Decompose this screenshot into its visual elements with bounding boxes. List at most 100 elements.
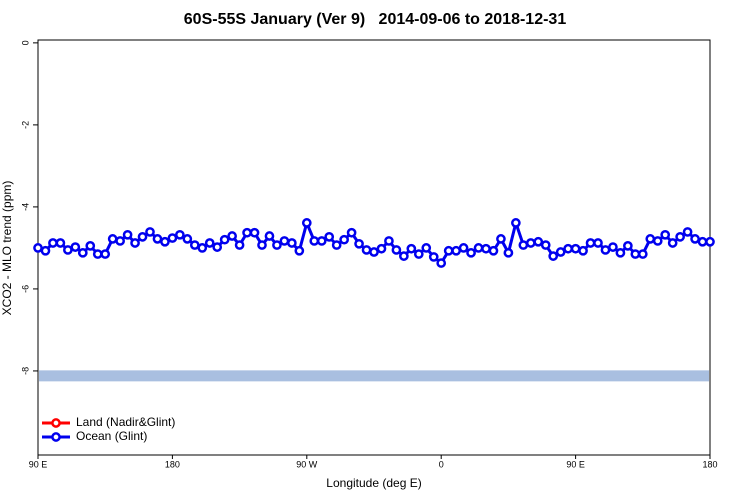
point bbox=[227, 231, 237, 241]
point bbox=[645, 234, 656, 244]
point bbox=[92, 249, 103, 259]
point bbox=[436, 258, 447, 268]
point bbox=[399, 251, 409, 261]
point bbox=[585, 238, 596, 248]
point bbox=[137, 231, 148, 242]
point bbox=[369, 247, 379, 257]
y-tick-label: 0 bbox=[20, 40, 30, 45]
point bbox=[107, 234, 118, 244]
point bbox=[160, 236, 170, 247]
legend-label: Land (Nadir&Glint) bbox=[76, 415, 175, 429]
point bbox=[55, 238, 66, 248]
point bbox=[249, 227, 260, 238]
point bbox=[63, 245, 73, 255]
point bbox=[421, 243, 432, 253]
point bbox=[175, 229, 185, 240]
y-tick-label: -6 bbox=[20, 285, 30, 293]
y-axis-label: XCO2 - MLO trend (ppm) bbox=[0, 181, 14, 316]
point bbox=[48, 238, 58, 248]
point bbox=[406, 243, 417, 254]
point bbox=[637, 249, 648, 259]
point bbox=[466, 247, 476, 258]
x-tick-label: 0 bbox=[439, 459, 444, 469]
point bbox=[85, 241, 96, 251]
point bbox=[287, 238, 297, 248]
point bbox=[316, 236, 327, 246]
point bbox=[324, 231, 335, 242]
point bbox=[234, 240, 245, 250]
point bbox=[115, 236, 125, 246]
x-tick-label: 90 E bbox=[566, 459, 585, 469]
point bbox=[376, 243, 387, 254]
point bbox=[667, 238, 678, 248]
point bbox=[346, 227, 357, 238]
point bbox=[242, 227, 252, 238]
point bbox=[189, 240, 200, 250]
point bbox=[100, 249, 111, 259]
point bbox=[70, 242, 81, 252]
x-tick-label: 180 bbox=[702, 459, 717, 469]
point bbox=[339, 234, 349, 245]
x-axis-label: Longitude (deg E) bbox=[326, 476, 421, 490]
point bbox=[167, 233, 178, 243]
point bbox=[473, 243, 484, 253]
point bbox=[204, 238, 215, 248]
point bbox=[219, 234, 230, 245]
point bbox=[548, 251, 559, 261]
point bbox=[503, 247, 514, 258]
point bbox=[279, 236, 290, 246]
point bbox=[413, 249, 424, 259]
point bbox=[652, 236, 663, 246]
reference-band bbox=[39, 370, 709, 382]
point bbox=[481, 243, 491, 254]
point bbox=[570, 243, 581, 254]
point bbox=[272, 240, 282, 250]
point bbox=[578, 245, 588, 256]
point bbox=[697, 236, 708, 247]
point bbox=[563, 243, 573, 254]
point bbox=[122, 229, 133, 240]
point bbox=[197, 243, 208, 253]
point bbox=[257, 240, 267, 250]
point bbox=[623, 241, 633, 251]
point bbox=[682, 227, 693, 237]
point bbox=[593, 238, 603, 248]
point bbox=[496, 234, 506, 244]
point bbox=[182, 234, 193, 244]
legend-marker bbox=[51, 418, 61, 428]
point bbox=[354, 238, 364, 249]
chart-title: 60S-55S January (Ver 9) 2014-09-06 to 20… bbox=[184, 11, 567, 28]
x-tick-label: 180 bbox=[165, 459, 180, 469]
legend-marker bbox=[51, 432, 61, 442]
point bbox=[555, 247, 566, 257]
point bbox=[40, 245, 51, 256]
point bbox=[77, 247, 88, 258]
point bbox=[130, 238, 140, 248]
point bbox=[309, 236, 320, 246]
point bbox=[152, 234, 163, 244]
point bbox=[33, 243, 43, 253]
x-tick-label: 90 W bbox=[296, 459, 318, 469]
legend-label: Ocean (Glint) bbox=[76, 429, 147, 443]
point bbox=[540, 240, 551, 250]
point bbox=[488, 245, 499, 256]
point bbox=[660, 229, 671, 240]
y-tick-label: -4 bbox=[20, 203, 30, 211]
point bbox=[458, 243, 469, 253]
point bbox=[600, 245, 611, 255]
point bbox=[145, 227, 155, 237]
point bbox=[391, 245, 402, 255]
point bbox=[533, 236, 544, 247]
point bbox=[331, 240, 342, 250]
point bbox=[690, 234, 700, 244]
point bbox=[451, 245, 461, 256]
point bbox=[428, 252, 439, 262]
point bbox=[294, 245, 305, 256]
point bbox=[525, 238, 536, 248]
x-tick-label: 90 E bbox=[29, 459, 48, 469]
point bbox=[384, 236, 394, 246]
point bbox=[705, 236, 715, 247]
point bbox=[361, 245, 372, 255]
point bbox=[212, 242, 223, 252]
